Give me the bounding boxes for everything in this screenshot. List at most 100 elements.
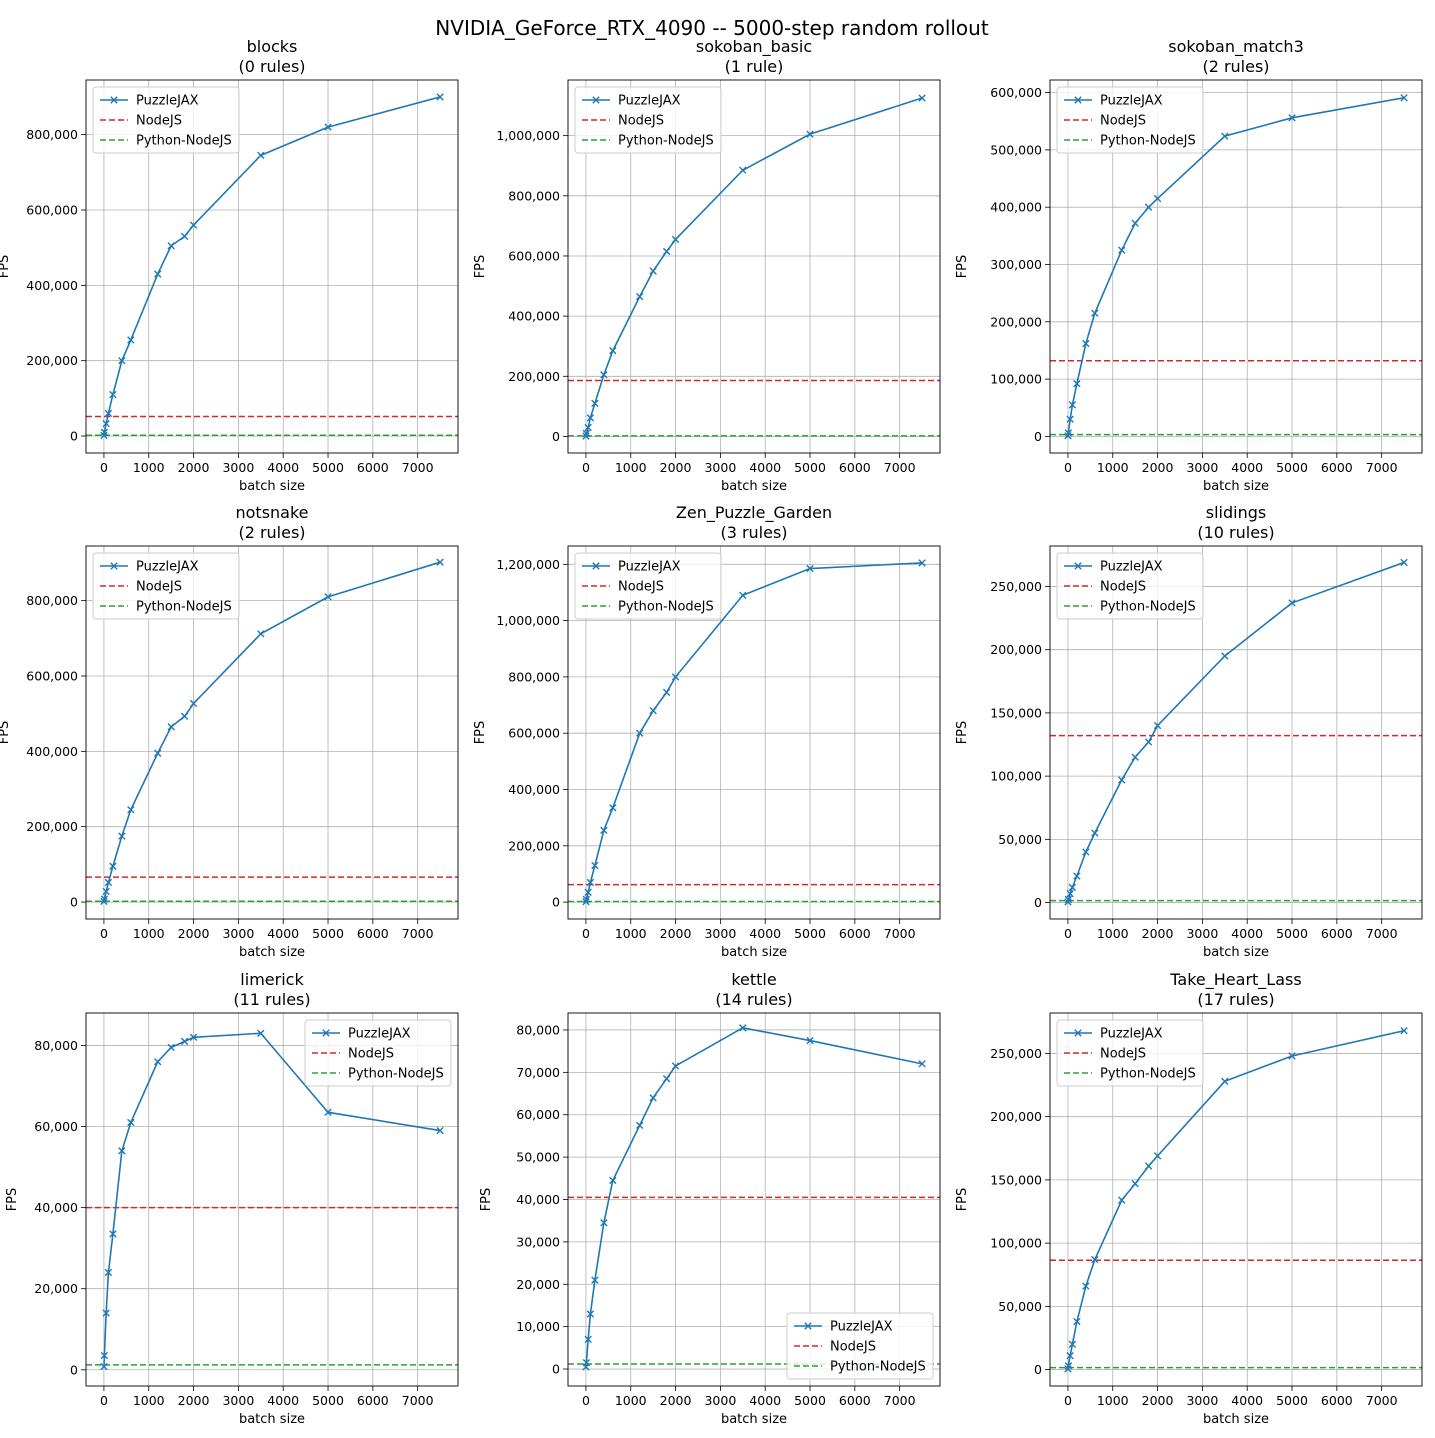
puzzlejax-point	[100, 897, 108, 906]
x-tick-label: 4000	[749, 926, 781, 941]
axes-frame	[1049, 79, 1423, 454]
puzzlejax-point	[1221, 1077, 1229, 1085]
puzzlejax-point	[1066, 415, 1074, 423]
panel-title: Take_Heart_Lass	[1169, 970, 1301, 990]
puzzlejax-point	[1144, 203, 1153, 211]
puzzlejax-point	[1064, 1362, 1073, 1370]
puzzlejax-point	[586, 1310, 595, 1318]
x-tick-label: 2000	[1142, 460, 1174, 475]
puzzlejax-point	[180, 1037, 189, 1046]
x-tick-label: 3000	[222, 1393, 254, 1408]
y-axis-label: FPS	[479, 1188, 494, 1212]
y-tick-label: 400,000	[26, 744, 78, 759]
puzzlejax-point	[1221, 132, 1229, 140]
x-axis-label: batch size	[1203, 945, 1269, 960]
puzzlejax-point	[582, 895, 591, 903]
axes-frame	[85, 545, 459, 920]
panel-subtitle: (2 rules)	[238, 523, 305, 542]
puzzlejax-point	[582, 429, 591, 438]
legend-label: NodeJS	[1100, 580, 1146, 595]
puzzlejax-point	[118, 356, 126, 365]
y-tick-label: 600,000	[508, 248, 560, 263]
y-tick-label: 100,000	[990, 372, 1042, 387]
puzzlejax-point	[806, 564, 814, 573]
puzzlejax-point	[806, 130, 814, 138]
x-tick-label: 6000	[357, 926, 389, 941]
legend-marker	[1074, 96, 1082, 104]
legend-label: PuzzleJAX	[136, 94, 199, 109]
puzzlejax-point	[104, 878, 113, 887]
x-tick-label: 4000	[267, 460, 299, 475]
puzzlejax-point	[584, 888, 592, 896]
puzzlejax-point	[636, 729, 644, 737]
puzzlejax-point	[584, 423, 592, 432]
subplot-slidings: slidings(10 rules) 0 1000 2000 3000 4000 5000 6…	[955, 503, 1423, 960]
y-axis-label: FPS	[0, 721, 12, 745]
axes-frame	[85, 1012, 459, 1387]
puzzlejax-point	[104, 409, 113, 418]
puzzlejax-point	[1144, 1162, 1153, 1170]
legend-marker	[592, 96, 600, 104]
puzzlejax-point	[436, 558, 444, 566]
legend-box	[574, 552, 722, 620]
x-tick-label: 6000	[839, 460, 871, 475]
y-tick-label: 100,000	[990, 769, 1042, 784]
x-tick-label: 3000	[704, 460, 736, 475]
puzzlejax-point	[1091, 309, 1099, 317]
puzzlejax-point	[100, 1362, 108, 1371]
y-tick-label: 400,000	[508, 309, 560, 324]
y-tick-label: 250,000	[990, 1046, 1042, 1061]
legend-label: Python-NodeJS	[1100, 600, 1196, 615]
x-tick-label: 7000	[884, 1393, 916, 1408]
x-tick-label: 5000	[1276, 926, 1308, 941]
x-tick-label: 7000	[1366, 460, 1398, 475]
x-tick-label: 3000	[1186, 1393, 1218, 1408]
x-tick-label: 2000	[660, 1393, 692, 1408]
y-tick-label: 0	[1034, 895, 1042, 910]
puzzlejax-point	[257, 151, 265, 160]
puzzlejax-point	[1400, 94, 1408, 102]
subplot-grid: blocks(0 rules) 0 1000 2000 3000 4000 5000 6000…	[0, 37, 1423, 1427]
y-tick-label: 250,000	[990, 579, 1042, 594]
y-tick-label: 0	[70, 895, 78, 910]
puzzlejax-line	[1067, 1029, 1405, 1370]
legend-label: PuzzleJAX	[1100, 94, 1163, 109]
y-tick-label: 70,000	[516, 1065, 560, 1080]
legend: PuzzleJAX NodeJS Python-NodeJS	[92, 86, 240, 154]
axes-frame	[567, 1012, 941, 1387]
x-tick-label: 1000	[133, 926, 165, 941]
puzzlejax-point	[1118, 776, 1126, 784]
panel-subtitle: (3 rules)	[720, 523, 787, 542]
y-tick-label: 200,000	[508, 838, 560, 853]
puzzlejax-point	[1091, 1255, 1099, 1264]
y-tick-label: 600,000	[26, 202, 78, 217]
y-tick-label: 0	[1034, 429, 1042, 444]
subplot-limerick: limerick(11 rules) 0 1000 2000 3000 4000 5000 6…	[5, 970, 459, 1427]
puzzlejax-point	[127, 806, 135, 814]
y-tick-label: 400,000	[990, 200, 1042, 215]
puzzlejax-point	[671, 673, 680, 681]
legend-label: NodeJS	[136, 114, 182, 129]
grid	[86, 80, 458, 453]
y-tick-label: 800,000	[26, 593, 78, 608]
legend-label: Python-NodeJS	[830, 1360, 926, 1375]
legend-label: Python-NodeJS	[1100, 1067, 1196, 1082]
panel-title: Zen_Puzzle_Garden	[676, 503, 832, 523]
x-tick-label: 2000	[660, 460, 692, 475]
legend: PuzzleJAX NodeJS Python-NodeJS	[1056, 1019, 1204, 1087]
puzzlejax-point	[1073, 379, 1081, 388]
x-axis-label: batch size	[721, 945, 787, 960]
panel-subtitle: (2 rules)	[1202, 57, 1269, 76]
puzzlejax-point	[739, 591, 747, 599]
y-tick-label: 800,000	[508, 669, 560, 684]
puzzlejax-point	[739, 1024, 747, 1032]
legend-label: PuzzleJAX	[1100, 560, 1163, 575]
panel-subtitle: (1 rule)	[725, 57, 784, 76]
grid	[1050, 1013, 1422, 1386]
x-tick-label: 7000	[1366, 926, 1398, 941]
legend-box	[1056, 86, 1204, 154]
puzzlejax-point	[1082, 339, 1090, 348]
puzzlejax-point	[167, 242, 175, 250]
puzzlejax-point	[1288, 1052, 1296, 1060]
